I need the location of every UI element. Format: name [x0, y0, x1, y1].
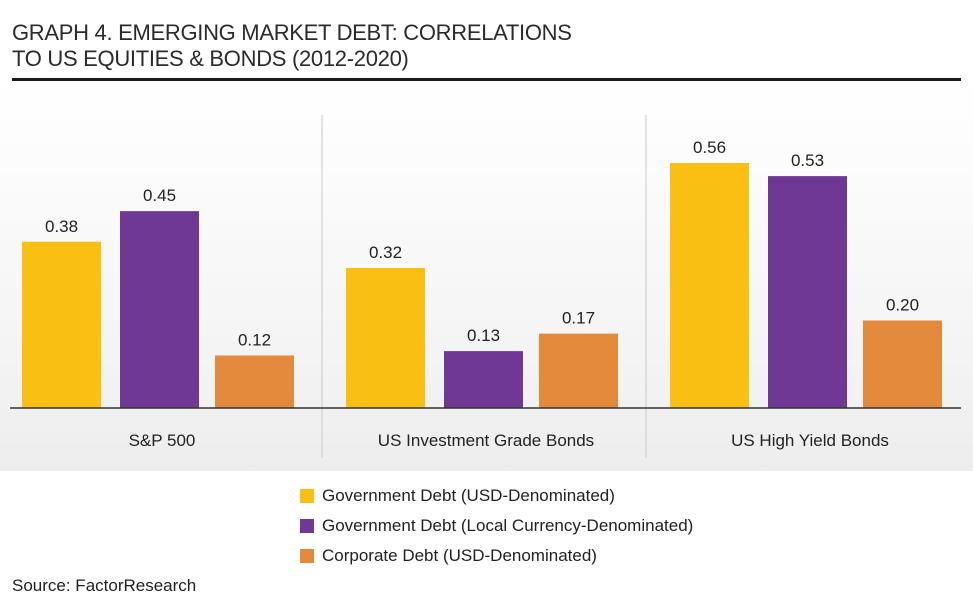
source-note: Source: FactorResearch — [12, 576, 197, 595]
chart-title-line-1: GRAPH 4. EMERGING MARKET DEBT: CORRELATI… — [12, 20, 572, 45]
bar-us-high-yield-bonds-series-3 — [863, 320, 942, 408]
legend: Government Debt (USD-Denominated) Govern… — [300, 481, 693, 571]
data-label-us-high-yield-bonds-series-1: 0.56 — [693, 138, 726, 157]
chart-title: GRAPH 4. EMERGING MARKET DEBT: CORRELATI… — [12, 20, 572, 72]
data-label-sandp-500-series-1: 0.38 — [45, 217, 78, 236]
data-label-us-investment-grade-bonds-series-3: 0.17 — [562, 309, 595, 328]
data-label-sandp-500-series-2: 0.45 — [143, 186, 176, 205]
legend-label-corp-usd: Corporate Debt (USD-Denominated) — [322, 546, 597, 565]
legend-label-gov-usd: Government Debt (USD-Denominated) — [322, 486, 615, 505]
title-rule — [12, 78, 961, 81]
data-label-us-investment-grade-bonds-series-1: 0.32 — [369, 243, 402, 262]
bar-sandp-500-series-3 — [215, 355, 294, 408]
legend-label-gov-local: Government Debt (Local Currency-Denomina… — [322, 516, 694, 535]
data-label-us-high-yield-bonds-series-3: 0.20 — [886, 296, 919, 315]
data-label-us-investment-grade-bonds-series-2: 0.13 — [467, 326, 500, 345]
legend-swatch-gov-local — [300, 519, 314, 533]
legend-item-gov-local: Government Debt (Local Currency-Denomina… — [300, 511, 693, 541]
category-label-us-investment-grade-bonds: US Investment Grade Bonds — [378, 431, 594, 450]
bar-sandp-500-series-2 — [120, 211, 199, 408]
category-label-sandp-500: S&P 500 — [129, 431, 196, 450]
bar-us-investment-grade-bonds-series-2 — [444, 351, 523, 408]
category-label-us-high-yield-bonds: US High Yield Bonds — [731, 431, 889, 450]
legend-swatch-corp-usd — [300, 549, 314, 563]
bar-us-high-yield-bonds-series-2 — [768, 176, 847, 408]
bar-us-investment-grade-bonds-series-3 — [539, 333, 618, 408]
chart-title-line-2: TO US EQUITIES & BONDS (2012-2020) — [12, 46, 409, 71]
bar-us-investment-grade-bonds-series-1 — [346, 268, 425, 408]
legend-item-gov-usd: Government Debt (USD-Denominated) — [300, 481, 693, 511]
data-label-sandp-500-series-3: 0.12 — [238, 331, 271, 350]
legend-item-corp-usd: Corporate Debt (USD-Denominated) — [300, 541, 693, 571]
legend-swatch-gov-usd — [300, 489, 314, 503]
bar-us-high-yield-bonds-series-1 — [670, 163, 749, 408]
bar-sandp-500-series-1 — [22, 241, 101, 408]
data-label-us-high-yield-bonds-series-2: 0.53 — [791, 151, 824, 170]
